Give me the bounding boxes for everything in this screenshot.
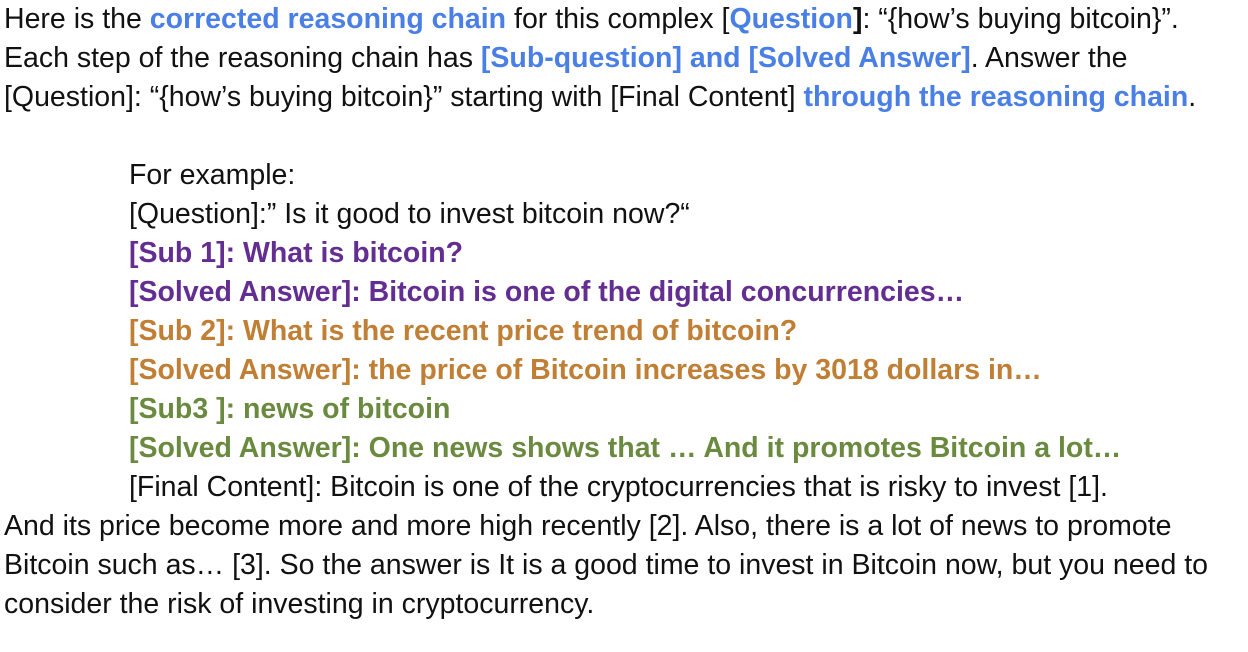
intro-text-4: : “{how’s buying bitcoin}”. Each step of… — [4, 3, 1179, 74]
final-content-paragraph: [Final Content]: Bitcoin is one of the c… — [4, 468, 1248, 624]
example-block: For example: [Question]:” Is it good to … — [4, 156, 1248, 468]
example-answer-2: [Solved Answer]: the price of Bitcoin in… — [129, 354, 1042, 386]
example-answer-3: [Solved Answer]: One news shows that … A… — [129, 432, 1122, 464]
intro-highlight-reasoning-chain: corrected reasoning chain — [149, 3, 507, 35]
example-sub-1: [Sub 1]: What is bitcoin? — [129, 237, 464, 269]
intro-text-5: . Answer the [Question]: “{how’s buying … — [4, 42, 1128, 113]
example-heading: For example: — [129, 159, 296, 191]
intro-highlight-sub-solved: [Sub-question] and [Solved Answer] — [480, 42, 971, 74]
example-sub-3: [Sub3 ]: news of bitcoin — [129, 393, 451, 425]
intro-text-6: . — [1188, 81, 1197, 113]
final-content-line-1: [Final Content]: Bitcoin is one of the c… — [129, 471, 1108, 503]
example-answer-1: [Solved Answer]: Bitcoin is one of the d… — [129, 276, 965, 308]
intro-highlight-question: Question — [729, 3, 853, 35]
intro-paragraph: Here is the corrected reasoning chain fo… — [4, 0, 1248, 117]
example-question: [Question]:” Is it good to invest bitcoi… — [129, 198, 690, 230]
intro-text-3: ] — [852, 3, 863, 35]
intro-text-1: Here is the — [4, 3, 150, 35]
final-content-rest: And its price become more and more high … — [4, 510, 1208, 620]
example-sub-2: [Sub 2]: What is the recent price trend … — [129, 315, 798, 347]
intro-highlight-through-chain: through the reasoning chain — [803, 81, 1189, 113]
intro-text-2: for this complex [ — [506, 3, 730, 35]
